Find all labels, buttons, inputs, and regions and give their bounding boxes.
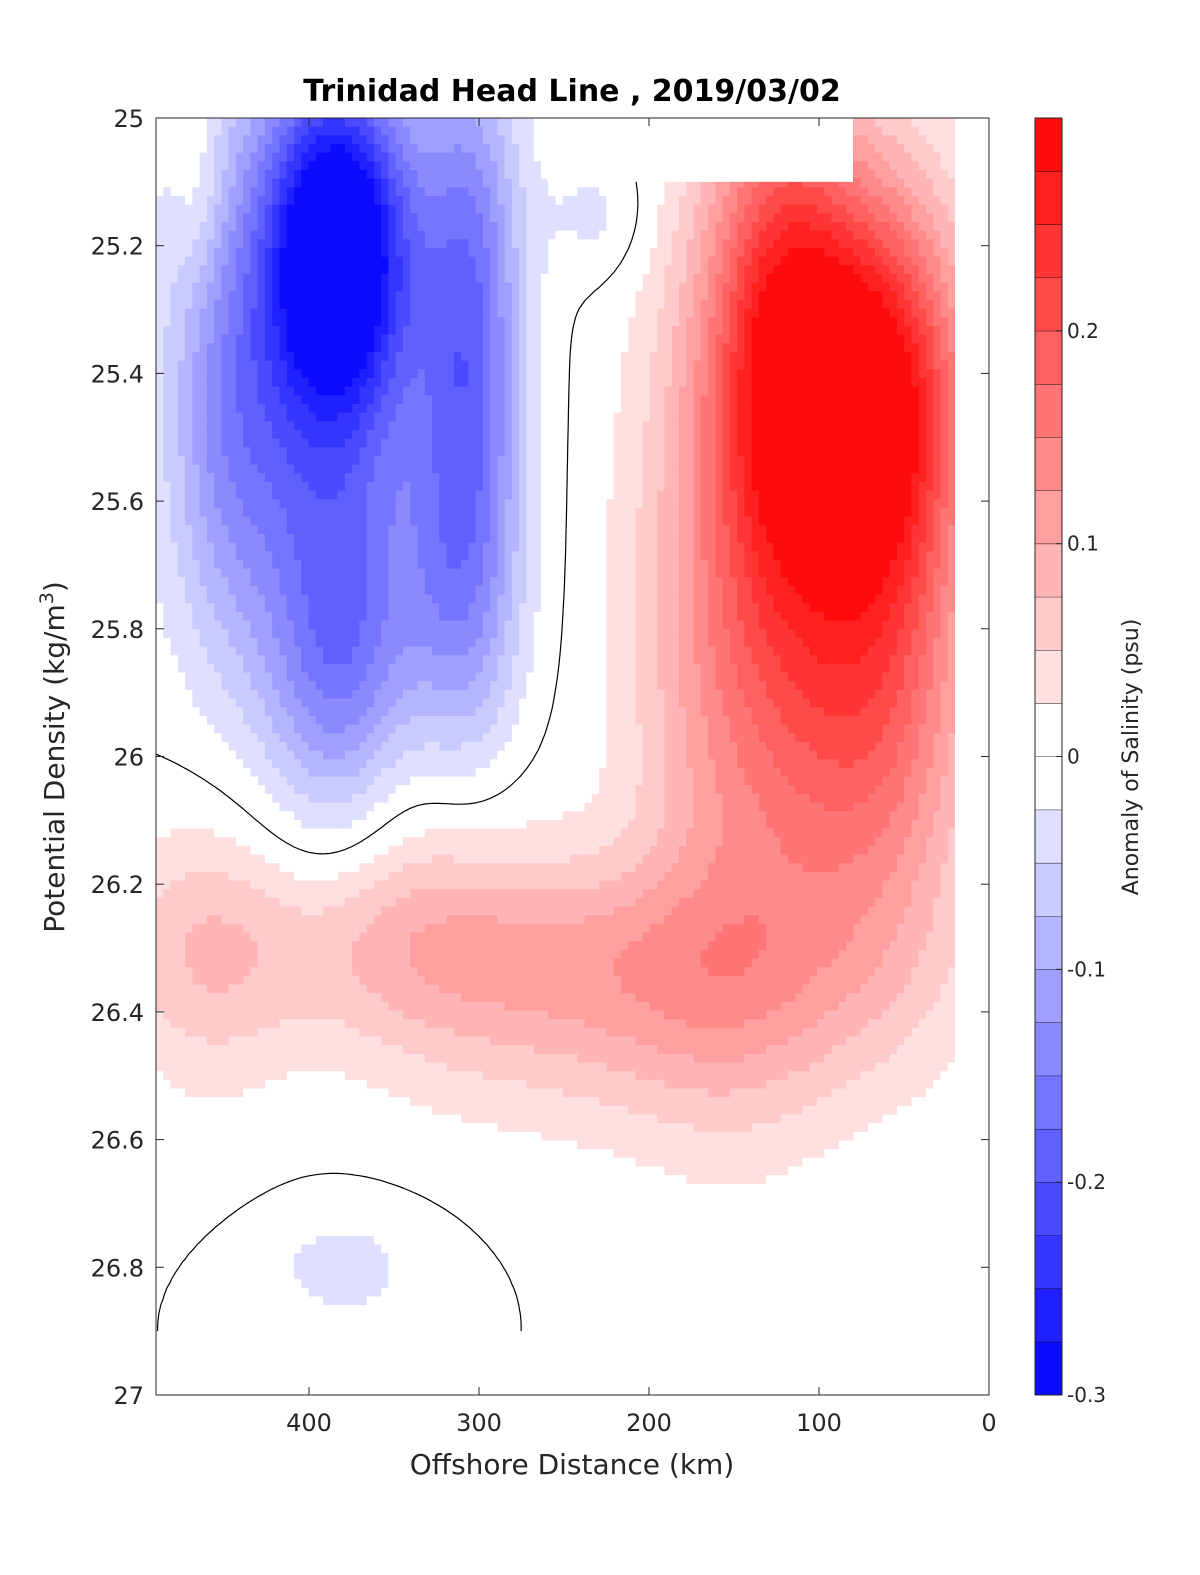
colorbar-level (1035, 862, 1062, 917)
y-axis: 25 25.2 25.4 25.6 25.8 26 26.2 26.4 26.6 26.8 27 (91, 105, 989, 1410)
colorbar-tick-label: -0.2 (1067, 1170, 1106, 1194)
x-tick-label: 300 (456, 1409, 502, 1437)
colorbar-level (1035, 596, 1062, 651)
y-tick-label: 26.8 (91, 1254, 144, 1282)
y-axis-label-sup: 3 (36, 592, 58, 604)
y-tick-label: 26.2 (91, 871, 144, 899)
colorbar-level (1035, 1128, 1062, 1183)
colorbar-level (1035, 650, 1062, 704)
colorbar-tick-label: 0 (1067, 745, 1080, 769)
x-tick-label: 100 (796, 1409, 842, 1437)
y-tick-label: 26.4 (91, 999, 144, 1027)
y-tick-label: 25.4 (91, 360, 144, 388)
colorbar-level (1035, 118, 1062, 172)
colorbar-label: Anomaly of Salinity (psu) (1119, 619, 1144, 896)
colorbar-tick-label: 0.2 (1067, 319, 1099, 343)
colorbar-level (1035, 1022, 1062, 1076)
colorbar-level (1035, 224, 1062, 278)
y-tick-label: 26.6 (91, 1127, 144, 1155)
colorbar-level (1035, 277, 1062, 331)
chart-title: Trinidad Head Line , 2019/03/02 (303, 74, 840, 109)
missing-data-region (547, 118, 853, 182)
colorbar-level (1035, 1341, 1062, 1395)
colorbar-level (1035, 916, 1062, 970)
x-tick-label: 200 (626, 1409, 672, 1437)
colorbar-level (1035, 1288, 1062, 1342)
y-tick-label: 27 (113, 1382, 144, 1410)
y-tick-label: 25.2 (91, 233, 144, 261)
colorbar-level (1035, 809, 1062, 863)
y-tick-label: 26 (113, 744, 144, 772)
colorbar-tick-label: -0.1 (1067, 957, 1106, 981)
y-tick-label: 25 (113, 105, 144, 133)
y-tick-label: 25.8 (91, 616, 144, 644)
colorbar-level (1035, 437, 1062, 491)
colorbar-level (1035, 1182, 1062, 1236)
colorbar-level (1035, 171, 1062, 225)
y-axis-label-main: Potential Density (kg/m (38, 604, 71, 933)
y-tick-label: 25.6 (91, 488, 144, 516)
colorbar-level (1035, 490, 1062, 544)
colorbar-tick-label: -0.3 (1067, 1383, 1106, 1407)
colorbar-level (1035, 756, 1062, 810)
colorbar-level (1035, 330, 1062, 385)
x-tick-label: 0 (981, 1409, 996, 1437)
x-axis-label: Offshore Distance (km) (410, 1448, 735, 1481)
colorbar-level (1035, 969, 1062, 1023)
colorbar: 0.2 0.1 0 -0.1 -0.2 -0.3 (1034, 117, 1106, 1407)
colorbar-tick-label: 0.1 (1067, 532, 1099, 556)
x-tick-label: 400 (286, 1409, 332, 1437)
y-axis-label-close: ) (38, 581, 71, 592)
colorbar-level (1035, 703, 1062, 757)
colorbar-level (1035, 384, 1062, 438)
y-axis-label: Potential Density (kg/m3) (36, 581, 71, 933)
colorbar-level (1035, 1235, 1062, 1289)
colorbar-level (1035, 543, 1062, 597)
x-axis: 400 300 200 100 0 (286, 118, 997, 1437)
salinity-anomaly-field (156, 118, 955, 1332)
colorbar-level (1035, 1075, 1062, 1129)
